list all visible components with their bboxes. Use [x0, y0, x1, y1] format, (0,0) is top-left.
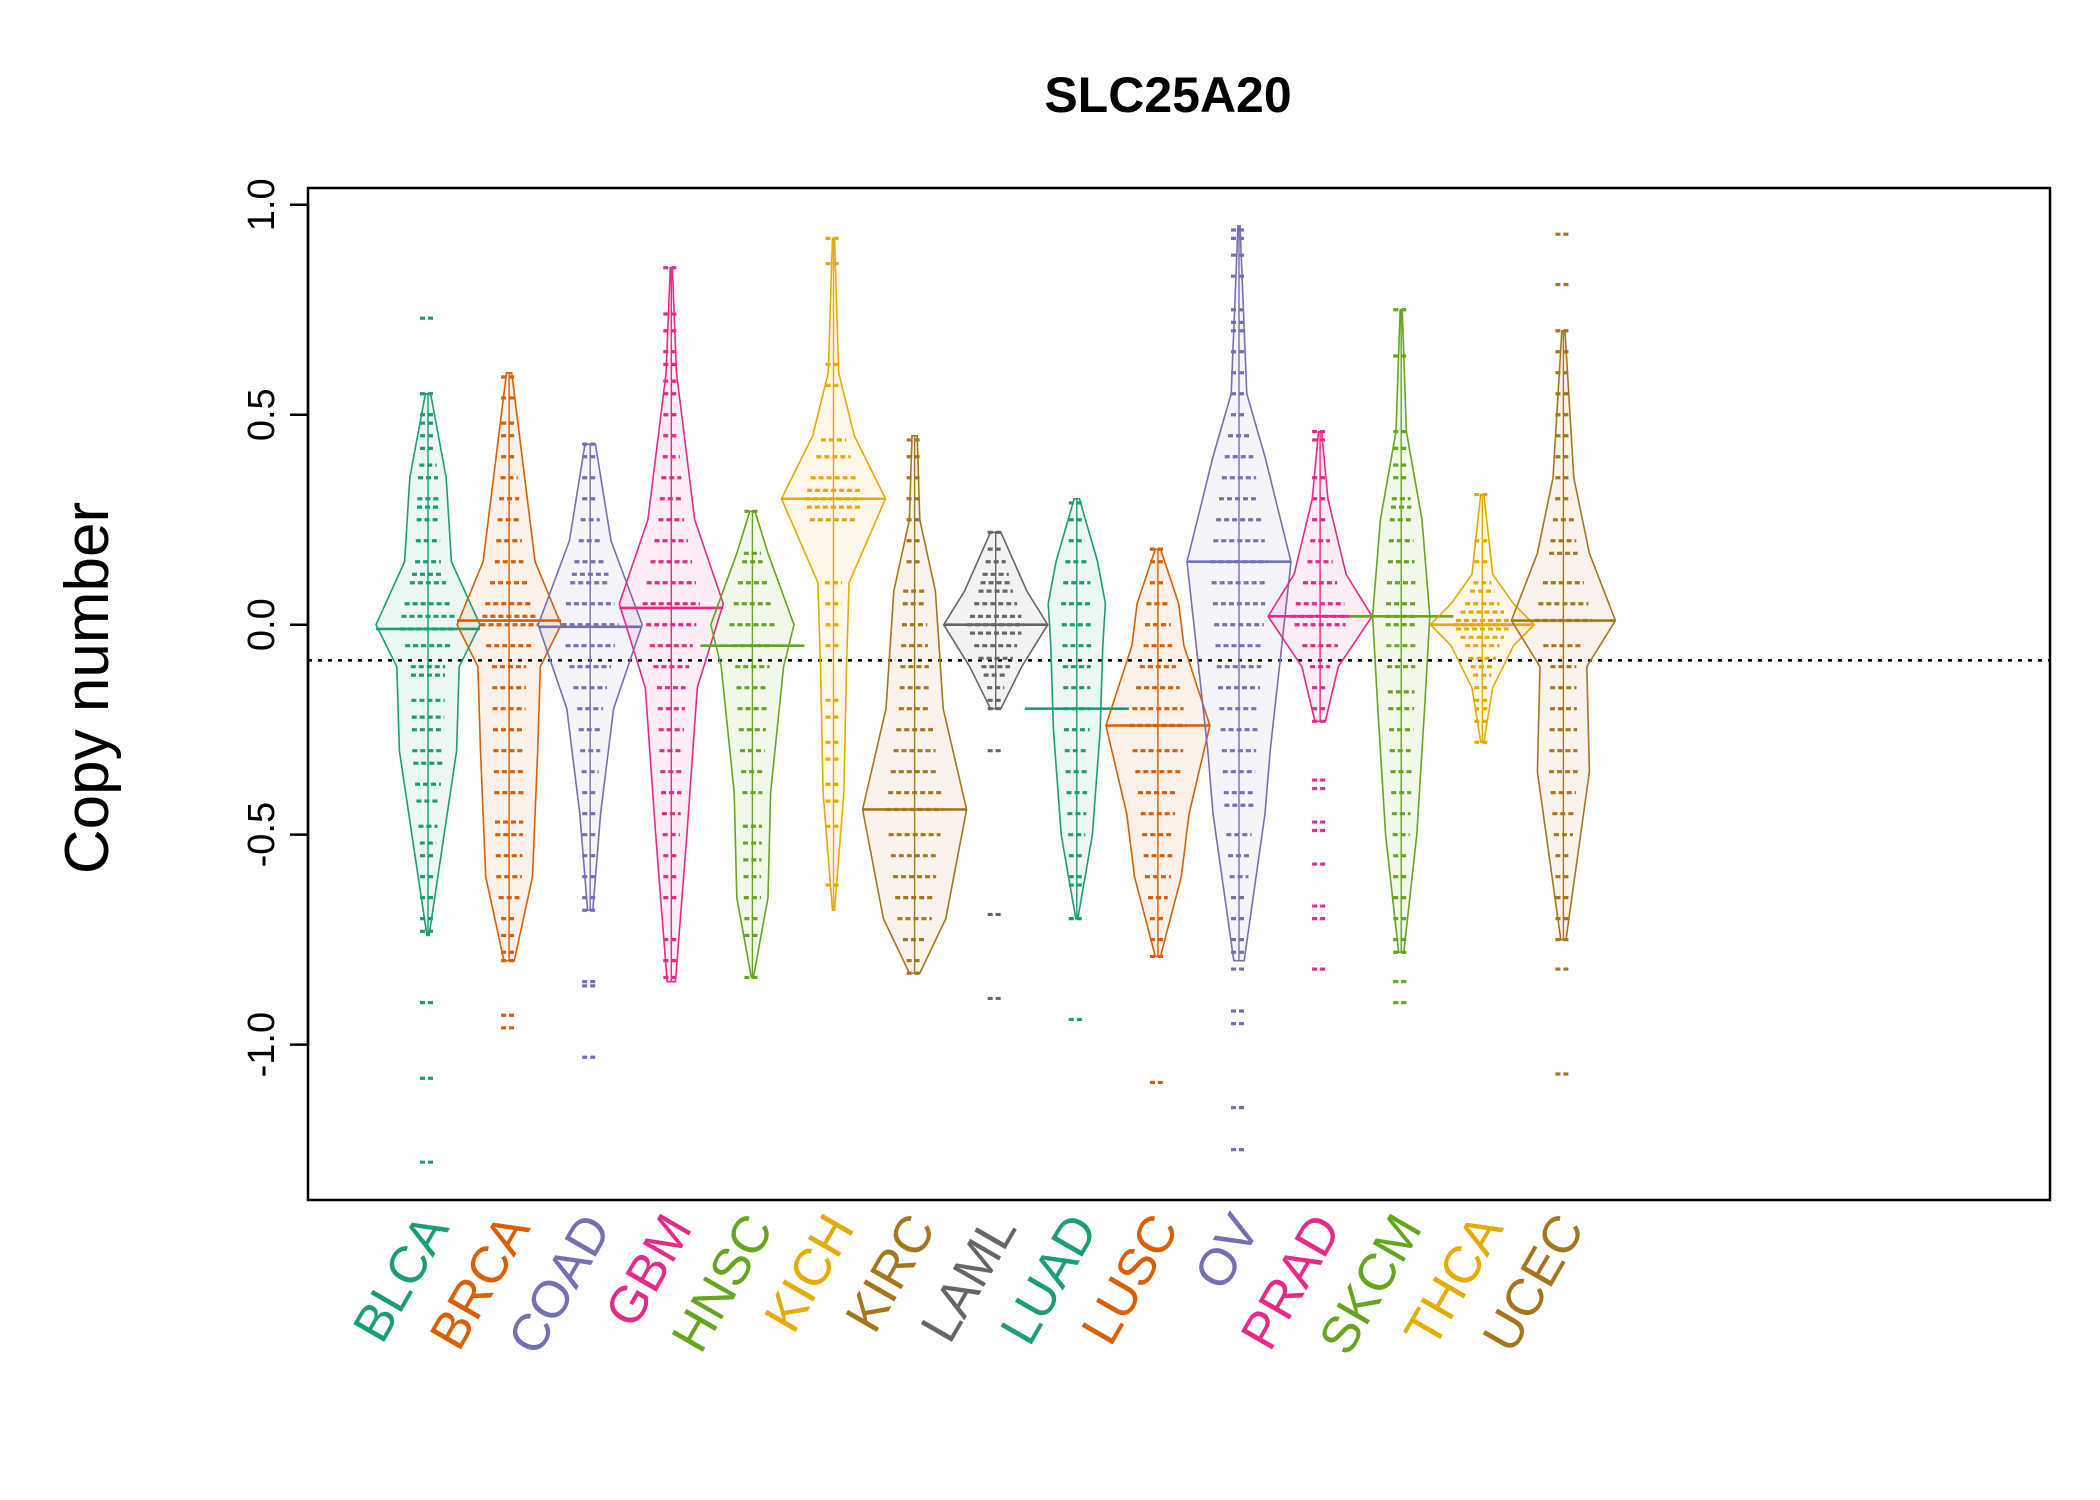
bean-kich: [780, 236, 887, 912]
bean-skcm: [1349, 308, 1454, 1005]
bean-ucec: [1510, 232, 1617, 1076]
y-tick-label: 0.5: [241, 388, 283, 441]
bean-gbm: [618, 266, 725, 983]
bean-hnsc: [700, 509, 805, 980]
y-tick-label: 1.0: [241, 178, 283, 231]
plot-area: [308, 224, 2050, 1164]
y-tick-label: 0.0: [241, 598, 283, 651]
chart-title: SLC25A20: [1044, 67, 1291, 123]
bean-brca: [456, 371, 562, 1030]
bean-prad: [1267, 429, 1374, 971]
y-axis-label: Copy number: [53, 502, 122, 874]
x-axis-labels: BLCABRCACOADGBMHNSCKICHKIRCLAMLLUADLUSCO…: [342, 1205, 1596, 1364]
y-axis: -1.0 -0.5 0.0 0.5 1.0: [241, 178, 310, 1077]
bean-blca: [375, 316, 481, 1164]
bean-thca: [1429, 492, 1536, 744]
bean-lusc: [1105, 547, 1211, 1085]
bean-laml: [942, 530, 1049, 1001]
y-tick-label: -1.0: [241, 1012, 283, 1077]
bean-ov: [1186, 224, 1292, 1152]
bean-kirc: [861, 434, 968, 975]
y-tick-label: -0.5: [241, 802, 283, 867]
bean-luad: [1024, 497, 1129, 1022]
bean-coad: [537, 442, 644, 1059]
